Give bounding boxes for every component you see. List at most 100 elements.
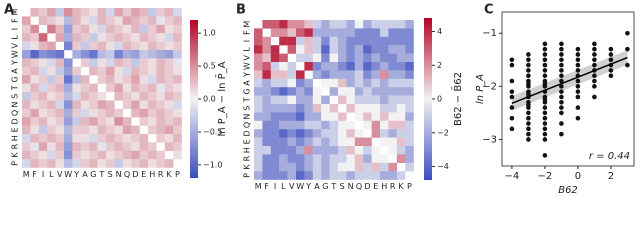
heat-cell	[148, 100, 157, 109]
data-point	[608, 57, 614, 63]
heat-cell	[55, 33, 65, 42]
colorbar	[424, 18, 432, 180]
heat-cell	[55, 92, 65, 101]
heat-cell	[38, 142, 48, 151]
heat-cell	[156, 24, 165, 34]
heat-cell	[279, 70, 288, 79]
heat-cell	[80, 134, 90, 143]
data-point	[559, 105, 564, 110]
heat-cell	[47, 8, 56, 17]
heat-cell	[380, 104, 389, 113]
heat-cell	[22, 41, 31, 51]
heat-cell	[106, 66, 115, 76]
heat-cell	[371, 162, 381, 172]
heat-cell	[97, 100, 107, 109]
heat-cell	[148, 58, 157, 67]
heat-cell	[270, 162, 280, 172]
y-tick-label: D	[11, 118, 20, 124]
heat-cell	[97, 134, 107, 143]
heat-cell	[114, 16, 123, 25]
heat-cell	[304, 112, 313, 121]
panel-label: C	[484, 3, 494, 18]
heat-cell	[139, 41, 149, 51]
heat-cell	[30, 24, 39, 34]
heat-cell	[64, 33, 73, 42]
data-point	[542, 52, 548, 57]
y-tick-label: V	[11, 43, 20, 49]
heat-cell	[122, 92, 132, 101]
heat-cell	[64, 41, 73, 51]
heat-cell	[64, 83, 73, 93]
heat-cell	[47, 125, 56, 135]
heat-cell	[30, 134, 39, 143]
heat-cell	[270, 154, 280, 163]
heat-cell	[346, 62, 355, 71]
heat-cell	[114, 41, 123, 51]
heat-cell	[106, 16, 115, 25]
heat-cell	[354, 87, 364, 96]
heat-cell	[156, 75, 165, 84]
heat-cell	[254, 62, 263, 71]
heat-cell	[287, 78, 297, 88]
heat-cell	[396, 45, 406, 54]
heat-cell	[173, 58, 182, 67]
heat-cell	[304, 87, 313, 96]
heat-cell	[262, 112, 271, 121]
heat-cell	[55, 159, 65, 168]
heat-cell	[106, 159, 115, 168]
data-point	[625, 62, 630, 68]
heat-cell	[156, 159, 165, 168]
figure: MMFFIILLVVWWYYAAGGTTSSNNQQDDEEHHRRKKPP1.…	[4, 3, 635, 196]
heat-cell	[22, 117, 31, 126]
heat-cell	[89, 125, 98, 135]
heat-cell	[354, 36, 364, 46]
heat-cell	[173, 66, 182, 76]
heat-cell	[279, 20, 288, 29]
heat-cell	[72, 117, 81, 126]
heat-cell	[363, 87, 372, 96]
data-point	[592, 57, 597, 63]
heat-cell	[22, 142, 31, 151]
heat-cell	[287, 62, 297, 71]
data-point	[542, 126, 548, 132]
heat-cell	[72, 125, 81, 135]
heat-cell	[22, 58, 31, 67]
heat-cell	[89, 134, 98, 143]
data-point	[592, 84, 597, 89]
heat-cell	[97, 33, 107, 42]
x-tick-label: E	[141, 170, 146, 179]
heat-cell	[279, 78, 288, 88]
heat-cell	[173, 83, 182, 93]
heat-cell	[405, 36, 414, 46]
heat-cell	[354, 129, 364, 138]
x-tick-label: V	[289, 182, 295, 191]
heat-cell	[388, 120, 397, 130]
data-point	[575, 115, 581, 121]
heat-cell	[164, 134, 174, 143]
heat-cell	[321, 112, 330, 121]
heat-cell	[254, 154, 263, 163]
heat-cell	[329, 78, 339, 88]
heat-cell	[22, 33, 31, 42]
heat-cell	[363, 146, 372, 155]
x-tick-label: S	[340, 182, 345, 191]
data-point	[526, 73, 531, 79]
heat-cell	[89, 8, 98, 17]
heat-cell	[156, 66, 165, 76]
colorbar	[190, 20, 198, 178]
heat-cell	[131, 142, 140, 151]
heat-cell	[64, 125, 73, 135]
heat-cell	[47, 24, 56, 34]
heat-cell	[296, 154, 305, 163]
y-tick-label: M	[243, 21, 252, 28]
heat-cell	[279, 62, 288, 71]
data-point	[542, 131, 548, 137]
data-point	[526, 81, 531, 86]
data-point	[559, 78, 564, 84]
heat-cell	[173, 108, 182, 118]
heat-cell	[64, 100, 73, 109]
heat-cell	[287, 36, 297, 46]
heat-cell	[148, 8, 157, 17]
heat-cell	[346, 129, 355, 138]
heat-cell	[164, 16, 174, 25]
